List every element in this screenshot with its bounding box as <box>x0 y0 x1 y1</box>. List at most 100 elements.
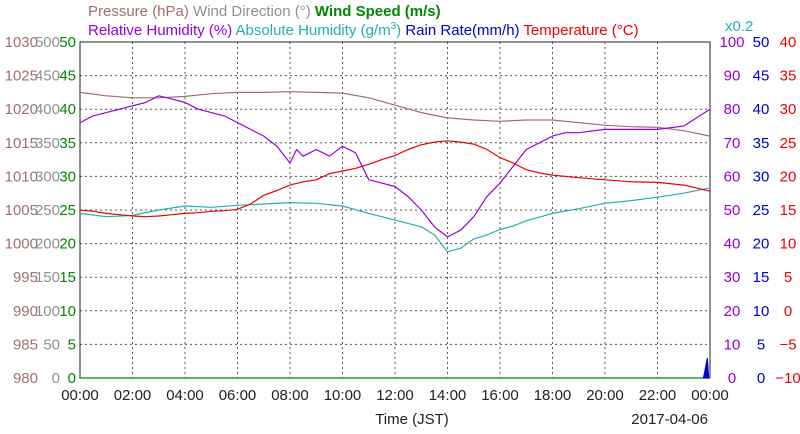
legend-row-2: Relative Humidity (%) Absolute Humidity … <box>88 21 639 39</box>
x-tick-label: 14:00 <box>429 387 467 404</box>
relative-humidity-tick-label: 20 <box>724 303 741 320</box>
legend-entry: Wind Speed (m/s) <box>311 3 441 20</box>
wind-speed-tick-label: 0 <box>68 370 76 387</box>
legend: Pressure (hPa) Wind Direction (°) Wind S… <box>88 3 753 39</box>
wind-direction-tick-label: 300 <box>35 168 60 185</box>
wind-direction-tick-label: 50 <box>43 336 60 353</box>
legend-entry: Rain Rate(mm/h) <box>401 22 519 39</box>
pressure-tick-label: 985 <box>13 336 38 353</box>
rain-rate-tick-label: 25 <box>753 202 770 219</box>
pressure-tick-label: 980 <box>13 370 38 387</box>
rain-rate-tick-label: 5 <box>757 336 765 353</box>
rain-rate-tick-label: 15 <box>753 269 770 286</box>
series-rain-rate-mm-h <box>702 357 710 379</box>
x-axis-title: Time (JST) <box>375 411 449 428</box>
temperature-tick-label: 30 <box>780 101 797 118</box>
relative-humidity-tick-label: 100 <box>719 34 744 51</box>
legend-superscript: 3 <box>391 21 397 32</box>
wind-speed-tick-label: 10 <box>59 303 76 320</box>
rain-rate-tick-label: 50 <box>753 34 770 51</box>
temperature-tick-label: −5 <box>779 336 796 353</box>
temperature-tick-label: 0 <box>784 303 792 320</box>
legend-entry: Relative Humidity (%) <box>88 22 232 39</box>
pressure-tick-label: 995 <box>13 269 38 286</box>
temperature-tick-label: 20 <box>780 168 797 185</box>
x-tick-label: 06:00 <box>219 387 257 404</box>
pressure-tick-label: 1020 <box>5 101 38 118</box>
x-tick-label: 04:00 <box>166 387 204 404</box>
rain-rate-tick-label: 40 <box>753 101 770 118</box>
rain-multiplier-label: x0.2 <box>725 18 753 35</box>
x-tick-label: 02:00 <box>114 387 152 404</box>
pressure-tick-label: 990 <box>13 303 38 320</box>
wind-speed-tick-label: 25 <box>59 202 76 219</box>
x-tick-label: 18:00 <box>534 387 572 404</box>
temperature-tick-label: 10 <box>780 236 797 253</box>
x-tick-label: 08:00 <box>271 387 309 404</box>
relative-humidity-tick-label: 60 <box>724 168 741 185</box>
pressure-tick-label: 1010 <box>5 168 38 185</box>
wind-direction-tick-label: 450 <box>35 68 60 85</box>
wind-speed-tick-label: 45 <box>59 68 76 85</box>
temperature-tick-label: 25 <box>780 135 797 152</box>
relative-humidity-tick-label: 30 <box>724 269 741 286</box>
grid-lines <box>80 42 710 378</box>
series-layer <box>79 91 711 379</box>
wind-direction-tick-label: 500 <box>35 34 60 51</box>
x-tick-label: 20:00 <box>586 387 624 404</box>
legend-entry: Pressure (hPa) <box>88 3 189 20</box>
wind-speed-tick-label: 15 <box>59 269 76 286</box>
pressure-tick-label: 1030 <box>5 34 38 51</box>
relative-humidity-tick-label: 10 <box>724 336 741 353</box>
axis-labels: 1030102510201015101010051000995990985980… <box>5 34 800 428</box>
wind-direction-tick-label: 350 <box>35 135 60 152</box>
legend-entry-close: ) <box>396 22 401 39</box>
relative-humidity-tick-label: 0 <box>728 370 736 387</box>
rain-rate-tick-label: 45 <box>753 68 770 85</box>
wind-speed-tick-label: 30 <box>59 168 76 185</box>
rain-rate-tick-label: 20 <box>753 236 770 253</box>
series-relative-humidity <box>79 95 711 238</box>
wind-speed-tick-label: 35 <box>59 135 76 152</box>
chart-date: 2017-04-06 <box>631 411 708 428</box>
x-tick-label: 22:00 <box>639 387 677 404</box>
rain-rate-tick-label: 0 <box>757 370 765 387</box>
wind-speed-tick-label: 20 <box>59 236 76 253</box>
series-pressure-hpa <box>79 91 711 137</box>
temperature-tick-label: 5 <box>784 269 792 286</box>
temperature-tick-label: −10 <box>775 370 800 387</box>
relative-humidity-tick-label: 50 <box>724 202 741 219</box>
relative-humidity-tick-label: 70 <box>724 135 741 152</box>
wind-speed-tick-label: 50 <box>59 34 76 51</box>
x-tick-label: 00:00 <box>61 387 99 404</box>
relative-humidity-tick-label: 40 <box>724 236 741 253</box>
temperature-tick-label: 15 <box>780 202 797 219</box>
wind-direction-tick-label: 150 <box>35 269 60 286</box>
wind-speed-tick-label: 5 <box>68 336 76 353</box>
legend-entry: Wind Direction (°) <box>189 3 311 20</box>
wind-speed-tick-label: 40 <box>59 101 76 118</box>
legend-entry: Temperature (°C) <box>520 22 639 39</box>
wind-direction-tick-label: 250 <box>35 202 60 219</box>
wind-direction-tick-label: 400 <box>35 101 60 118</box>
x-tick-label: 16:00 <box>481 387 519 404</box>
temperature-tick-label: 35 <box>780 68 797 85</box>
rain-rate-tick-label: 35 <box>753 135 770 152</box>
series-absolute-humidity-g-m3 <box>79 187 711 253</box>
legend-entry: Absolute Humidity (g/m <box>232 22 390 39</box>
pressure-tick-label: 1005 <box>5 202 38 219</box>
rain-rate-tick-label: 30 <box>753 168 770 185</box>
relative-humidity-tick-label: 80 <box>724 101 741 118</box>
relative-humidity-tick-label: 90 <box>724 68 741 85</box>
x-tick-label: 10:00 <box>324 387 362 404</box>
wind-direction-tick-label: 0 <box>52 370 60 387</box>
pressure-tick-label: 1000 <box>5 236 38 253</box>
temperature-tick-label: 40 <box>780 34 797 51</box>
rain-rate-tick-label: 10 <box>753 303 770 320</box>
legend-row-1: Pressure (hPa) Wind Direction (°) Wind S… <box>88 3 441 20</box>
wind-direction-tick-label: 100 <box>35 303 60 320</box>
wind-direction-tick-label: 200 <box>35 236 60 253</box>
pressure-tick-label: 1025 <box>5 68 38 85</box>
